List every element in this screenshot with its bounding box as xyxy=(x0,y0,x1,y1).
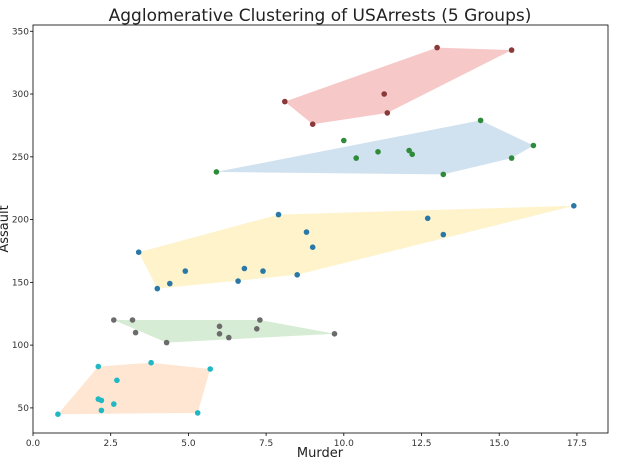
data-point-orange-6 xyxy=(114,377,120,384)
data-point-blue-7 xyxy=(477,117,484,124)
data-point-yellow-4 xyxy=(235,278,241,284)
x-tick-label: 7.5 xyxy=(259,439,273,449)
x-tick-label: 15.0 xyxy=(489,439,509,449)
y-axis-label: Assault xyxy=(0,205,12,252)
axis-ticks: 0.0 2.5 5.0 7.5 10.0 12.5 15.0 17.5 50 100 150 200 2… xyxy=(12,27,587,449)
data-point-green-1 xyxy=(129,317,136,323)
data-point-orange-9 xyxy=(207,366,213,372)
data-point-blue-9 xyxy=(530,142,537,149)
data-point-blue-4 xyxy=(406,147,412,154)
data-point-red-0 xyxy=(282,98,288,105)
data-point-green-0 xyxy=(111,317,117,323)
data-point-red-3 xyxy=(384,110,391,116)
data-point-orange-4 xyxy=(98,407,105,414)
data-point-green-5 xyxy=(216,331,223,337)
y-tick-label: 50 xyxy=(18,404,30,414)
data-point-blue-5 xyxy=(409,151,416,158)
cluster-hull-orange xyxy=(57,362,211,415)
x-tick-label: 0.0 xyxy=(26,439,41,449)
data-point-yellow-9 xyxy=(303,229,310,235)
y-tick-label: 300 xyxy=(12,90,29,100)
plot-area xyxy=(55,44,577,418)
x-tick-label: 17.5 xyxy=(567,439,587,449)
data-point-yellow-1 xyxy=(154,285,161,292)
x-axis-label: Murder xyxy=(297,446,344,461)
data-point-yellow-3 xyxy=(182,268,189,274)
data-point-green-6 xyxy=(226,334,232,341)
y-tick-label: 200 xyxy=(12,216,29,226)
data-point-orange-3 xyxy=(98,397,105,404)
data-point-orange-5 xyxy=(111,401,117,407)
data-point-yellow-11 xyxy=(424,215,431,222)
cluster-hull-green xyxy=(113,320,335,343)
cluster-hull-yellow xyxy=(138,205,574,289)
data-point-orange-0 xyxy=(55,411,61,418)
axes-frame xyxy=(32,24,609,434)
data-point-blue-1 xyxy=(341,137,347,144)
x-tick-label: 5.0 xyxy=(181,439,196,449)
y-tick-label: 250 xyxy=(12,153,29,163)
data-point-yellow-8 xyxy=(294,272,301,278)
data-point-red-2 xyxy=(381,91,388,97)
cluster-hull-blue xyxy=(216,120,534,175)
data-point-orange-8 xyxy=(194,410,201,416)
data-point-green-8 xyxy=(257,317,263,323)
chart-title: Agglomerative Clustering of USArrests (5… xyxy=(109,6,532,26)
data-point-yellow-7 xyxy=(275,211,282,218)
x-tick-label: 10.0 xyxy=(334,439,354,449)
data-point-green-4 xyxy=(216,323,223,330)
y-tick-label: 350 xyxy=(12,27,29,37)
data-point-blue-3 xyxy=(375,149,381,155)
y-tick-label: 150 xyxy=(12,278,29,288)
data-point-green-9 xyxy=(331,331,338,337)
data-point-green-7 xyxy=(253,326,260,332)
data-point-green-2 xyxy=(132,329,139,336)
cluster-hull-red xyxy=(284,47,512,125)
data-point-blue-6 xyxy=(440,171,447,178)
x-tick-label: 12.5 xyxy=(411,439,431,449)
data-point-orange-1 xyxy=(95,363,102,370)
data-point-yellow-12 xyxy=(440,231,447,238)
data-point-orange-7 xyxy=(148,359,154,366)
data-point-blue-8 xyxy=(508,155,515,161)
data-point-red-1 xyxy=(309,121,316,127)
data-point-yellow-6 xyxy=(260,268,266,274)
data-point-blue-0 xyxy=(213,169,220,175)
data-point-yellow-2 xyxy=(167,280,173,287)
data-point-red-4 xyxy=(434,44,440,51)
x-tick-label: 2.5 xyxy=(104,439,118,449)
data-point-red-5 xyxy=(508,47,515,53)
data-point-yellow-0 xyxy=(135,249,142,255)
data-point-blue-2 xyxy=(353,155,360,161)
data-point-green-3 xyxy=(163,339,170,346)
data-point-yellow-5 xyxy=(241,265,248,272)
y-tick-label: 100 xyxy=(12,341,29,351)
data-point-yellow-13 xyxy=(571,203,577,209)
data-point-yellow-10 xyxy=(309,244,316,250)
